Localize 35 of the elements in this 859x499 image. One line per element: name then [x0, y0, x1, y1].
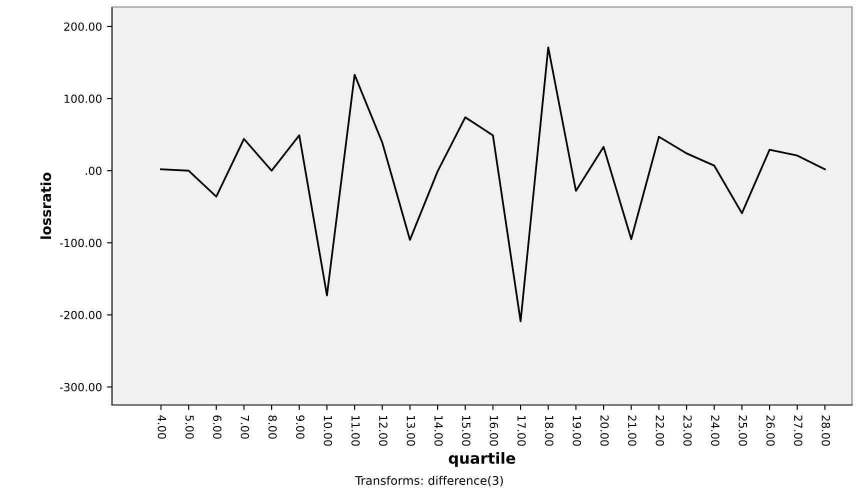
x-tick-label: 9.00: [296, 415, 304, 439]
x-tick-label: 4.00: [158, 415, 166, 439]
x-tick-label: 20.00: [600, 416, 609, 446]
y-tick-label: -200.00: [60, 310, 102, 320]
x-tick-label: 7.00: [240, 416, 250, 439]
x-tick-label: 18.00: [545, 416, 554, 446]
x-tick-label: 12.00: [379, 416, 388, 446]
x-tick-label: 19.00: [572, 416, 582, 446]
x-tick-label: 17.00: [517, 416, 526, 446]
x-tick-label: 28.00: [822, 416, 830, 446]
x-tick-label: 5.00: [185, 416, 194, 439]
x-tick-label: 24.00: [711, 416, 720, 446]
x-tick-label: 15.00: [462, 416, 470, 446]
y-tick-label: -100.00: [60, 238, 102, 248]
y-tick-label: 200.00: [64, 22, 102, 31]
x-tick-label: 21.00: [628, 416, 636, 446]
x-tick-label: 11.00: [351, 416, 360, 446]
x-tick-label: 22.00: [656, 416, 664, 446]
x-tick-label: 13.00: [406, 416, 416, 446]
x-tick-label: 8.00: [268, 415, 277, 439]
x-tick-label: 10.00: [324, 416, 332, 446]
x-tick-label: 14.00: [434, 416, 443, 446]
y-tick-label: .00: [86, 166, 102, 176]
x-tick-label: 16.00: [490, 416, 498, 446]
x-tick-label: 26.00: [766, 416, 775, 446]
y-tick-label: -300.00: [60, 382, 102, 392]
line-series: [160, 46, 826, 322]
x-tick-label: 25.00: [738, 416, 748, 446]
x-axis-title: quartile: [448, 452, 516, 467]
y-axis-title: lossratio: [40, 172, 52, 239]
x-tick-label: 27.00: [794, 416, 802, 446]
y-tick-label: 100.00: [64, 94, 102, 103]
x-tick-label: 23.00: [683, 416, 692, 446]
x-tick-label: 6.00: [213, 416, 222, 439]
text: Transforms: difference(3): [355, 476, 503, 486]
